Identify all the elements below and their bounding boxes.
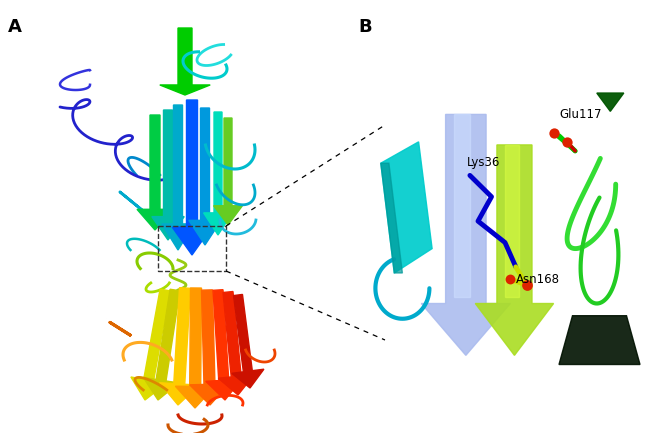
Polygon shape [559, 316, 640, 365]
Polygon shape [381, 163, 402, 273]
Text: A: A [8, 18, 22, 36]
Polygon shape [421, 114, 510, 355]
Polygon shape [454, 114, 470, 297]
Polygon shape [505, 145, 519, 297]
Polygon shape [206, 290, 241, 400]
Polygon shape [160, 288, 199, 405]
Text: Glu117: Glu117 [559, 107, 602, 120]
Polygon shape [204, 112, 232, 235]
Polygon shape [218, 291, 254, 395]
Polygon shape [137, 115, 173, 230]
Polygon shape [143, 289, 180, 400]
Polygon shape [381, 142, 432, 273]
Polygon shape [475, 145, 554, 355]
Text: Asn168: Asn168 [516, 273, 560, 286]
Polygon shape [190, 290, 229, 405]
Polygon shape [131, 289, 170, 400]
Polygon shape [232, 294, 264, 388]
Polygon shape [214, 118, 242, 225]
Point [562, 139, 572, 145]
Polygon shape [152, 110, 184, 240]
Point [521, 282, 532, 289]
Polygon shape [189, 108, 221, 245]
Point [548, 129, 559, 136]
Text: B: B [358, 18, 372, 36]
Polygon shape [597, 93, 624, 111]
Polygon shape [175, 288, 215, 408]
Bar [158, 226, 226, 271]
Text: Lys36: Lys36 [467, 156, 500, 169]
Polygon shape [172, 100, 212, 255]
Point [505, 276, 515, 283]
Polygon shape [162, 105, 194, 250]
Polygon shape [160, 28, 210, 95]
